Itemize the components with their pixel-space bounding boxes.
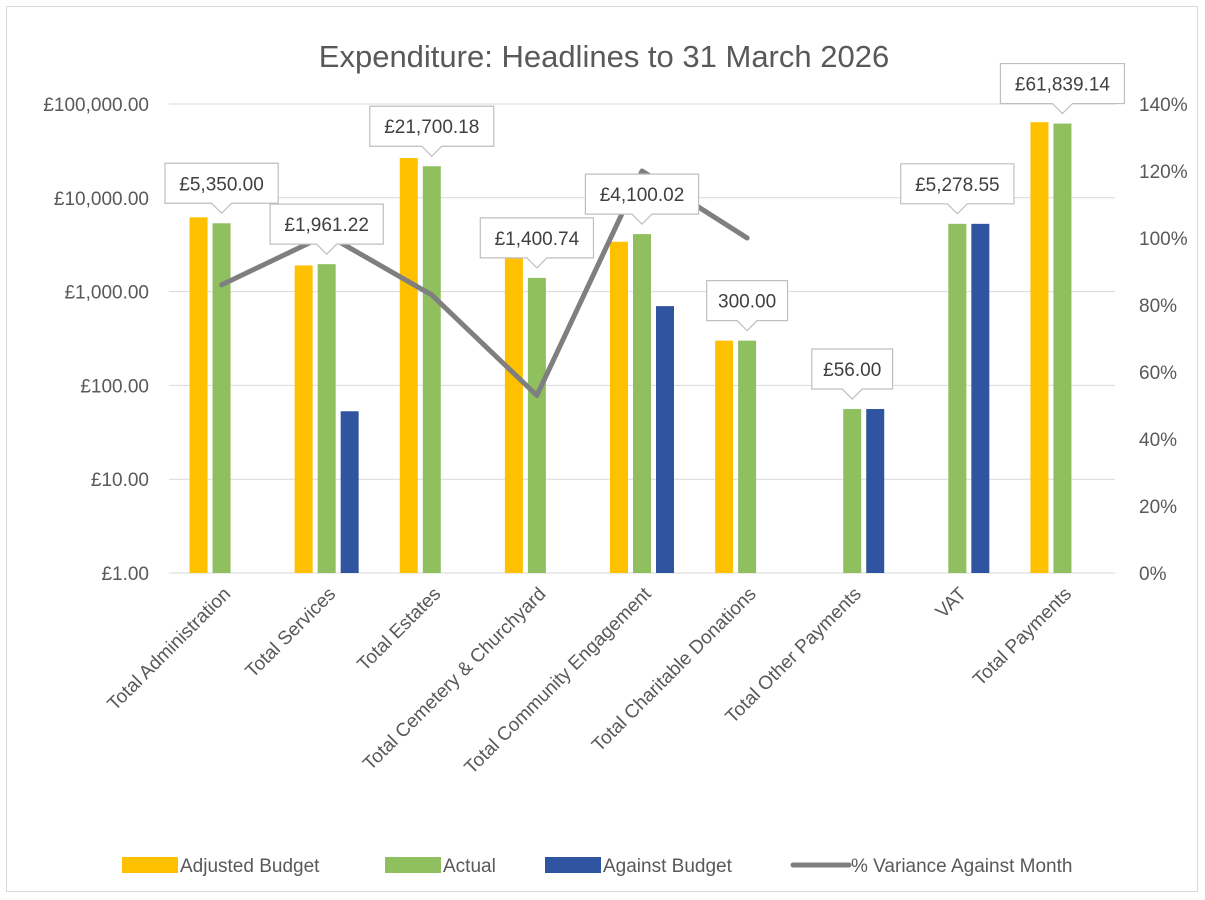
y-tick-label: £10.00 <box>91 470 149 491</box>
bar-actual <box>527 277 546 573</box>
y2-tick-label: 40% <box>1139 430 1177 451</box>
y2-tick-label: 0% <box>1139 564 1167 585</box>
y-tick-label: £1.00 <box>101 564 149 585</box>
data-labels: £5,350.00 £1,961.22 £21,700.18 £1,400.74 £4,… <box>164 62 1126 400</box>
y-tick-label: £100.00 <box>80 376 149 397</box>
y-axis-primary: £1.00 £10.00 £100.00 £1,000.00 £10,000.00 £10… <box>43 95 149 585</box>
data-label-callout <box>811 348 894 400</box>
data-label: £21,700.18 <box>384 117 479 138</box>
data-label: £1,400.74 <box>495 229 580 250</box>
y2-tick-label: 100% <box>1139 229 1188 250</box>
bar-adjusted-budget <box>610 241 628 573</box>
y-tick-label: £1,000.00 <box>64 283 149 304</box>
y-tick-label: £100,000.00 <box>43 95 149 116</box>
category-label: VAT <box>932 583 971 622</box>
y2-tick-label: 20% <box>1139 497 1177 518</box>
chart-frame: Expenditure: Headlines to 31 March 2026 … <box>6 6 1198 892</box>
bar-adjusted-budget <box>189 217 208 573</box>
data-label: £5,278.55 <box>915 175 1000 196</box>
data-label: £56.00 <box>823 360 881 381</box>
bar-adjusted-budget <box>294 265 313 573</box>
bar-actual <box>948 223 967 573</box>
data-label: £61,839.14 <box>1015 75 1111 96</box>
bar-adjusted-budget <box>1030 122 1049 573</box>
legend: Adjusted Budget Actual Against Budget % Var… <box>122 856 1072 877</box>
y2-tick-label: 140% <box>1139 95 1188 116</box>
bar-actual <box>738 340 757 573</box>
category-label: Total Payments <box>969 584 1076 691</box>
legend-swatch <box>385 857 441 873</box>
data-label-callout <box>584 173 700 225</box>
category-label: Total Community Engagement <box>461 583 656 778</box>
legend-label: Adjusted Budget <box>180 856 320 877</box>
data-label-callout <box>164 162 279 215</box>
bar-against-budget <box>656 306 674 573</box>
data-label: £1,961.22 <box>284 215 369 236</box>
bar-actual <box>212 223 231 574</box>
bar-adjusted-budget <box>504 251 523 573</box>
data-label-callout <box>999 62 1126 115</box>
legend-swatch <box>545 857 601 873</box>
y-tick-label: £10,000.00 <box>54 189 149 210</box>
bar-against-budget <box>340 411 359 573</box>
legend-label: Against Budget <box>603 856 733 877</box>
bar-actual <box>422 166 441 573</box>
data-label-callout <box>269 203 384 256</box>
y2-tick-label: 120% <box>1139 162 1188 183</box>
category-labels: Total Administration Total Services Total … <box>104 583 1076 778</box>
chart-title: Expenditure: Headlines to 31 March 2026 <box>319 39 889 74</box>
legend-swatch <box>122 857 178 873</box>
legend-label: % Variance Against Month <box>851 856 1072 877</box>
data-label-callout <box>900 163 1015 215</box>
bar-adjusted-budget <box>715 340 734 573</box>
y2-tick-label: 60% <box>1139 363 1177 384</box>
bar-actual <box>633 234 651 574</box>
legend-label: Actual <box>443 856 496 877</box>
data-label: £5,350.00 <box>179 174 264 195</box>
data-label: 300.00 <box>718 292 776 313</box>
y2-tick-label: 80% <box>1139 296 1177 317</box>
data-label-callout <box>479 217 595 269</box>
data-label-callout <box>706 280 789 332</box>
bar-actual <box>843 409 862 573</box>
bar-against-budget <box>866 409 885 573</box>
bar-actual <box>317 264 336 573</box>
expenditure-chart: Expenditure: Headlines to 31 March 2026 … <box>43 39 1188 877</box>
category-label: Total Administration <box>104 584 235 715</box>
bar-against-budget <box>971 223 990 573</box>
category-label: Total Estates <box>354 584 446 676</box>
y-axis-secondary: 0% 20% 40% 60% 80% 100% 120% 140% <box>1139 95 1188 585</box>
category-label: Total Services <box>242 584 340 682</box>
data-label: £4,100.02 <box>600 185 685 206</box>
bar-actual <box>1053 123 1072 573</box>
bars <box>189 122 1072 574</box>
category-label: Total Cemetery & Churchyard <box>359 584 550 775</box>
data-label-callout <box>369 105 495 158</box>
bar-adjusted-budget <box>399 158 418 573</box>
